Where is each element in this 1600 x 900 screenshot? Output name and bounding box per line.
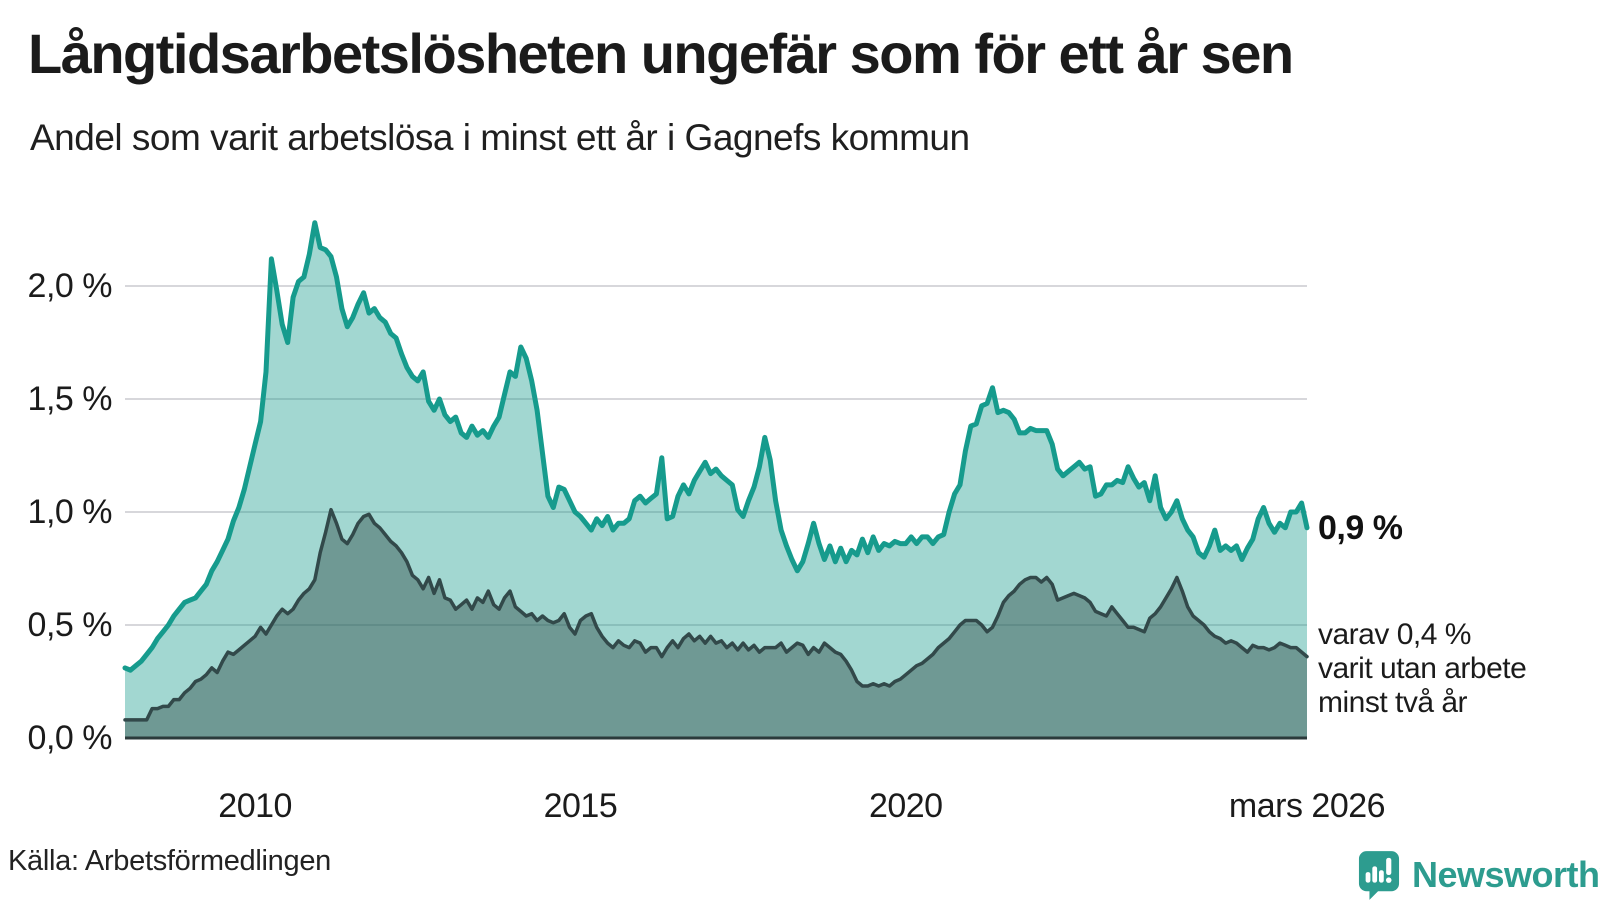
y-axis-tick-label: 0,0 % [27,719,113,757]
bar-icon-medium [1379,870,1384,883]
x-axis-tick-label: 2020 [868,787,943,825]
bar-icon-tall [1372,866,1378,883]
exclamation-dot-icon [1385,877,1392,883]
x-axis-tick-label: mars 2026 [1228,787,1386,825]
x-axis-tick-label: 2015 [543,787,618,825]
source-credit: Källa: Arbetsförmedlingen [8,845,331,877]
two-year-annotation-line2: varit utan arbete [1318,652,1527,685]
two-year-annotation-line3: minst två år [1318,686,1468,719]
bar-icon-small [1365,872,1371,883]
y-axis-tick-label: 1,5 % [27,380,113,418]
newsworthy-wordmark: Newsworthy [1412,854,1600,895]
chart-subtitle: Andel som varit arbetslösa i minst ett å… [30,117,970,158]
two-year-annotation: varav 0,4 % varit utan arbete minst två … [1318,618,1527,720]
y-axis-tick-label: 2,0 % [27,267,113,305]
exclamation-bar-icon [1386,857,1392,875]
x-axis-tick-label: 2010 [218,787,292,825]
y-axis-tick-label: 0,5 % [27,606,113,644]
two-year-annotation-line1: varav 0,4 % [1318,618,1471,651]
newsworthy-logo: Newsworthy [1358,850,1600,900]
y-axis-tick-label: 1,0 % [27,493,113,531]
latest-value-label: 0,9 % [1318,509,1403,547]
newsworthy-bubble-icon [1358,851,1400,900]
chart-title: Långtidsarbetslösheten ungefär som för e… [28,22,1294,85]
